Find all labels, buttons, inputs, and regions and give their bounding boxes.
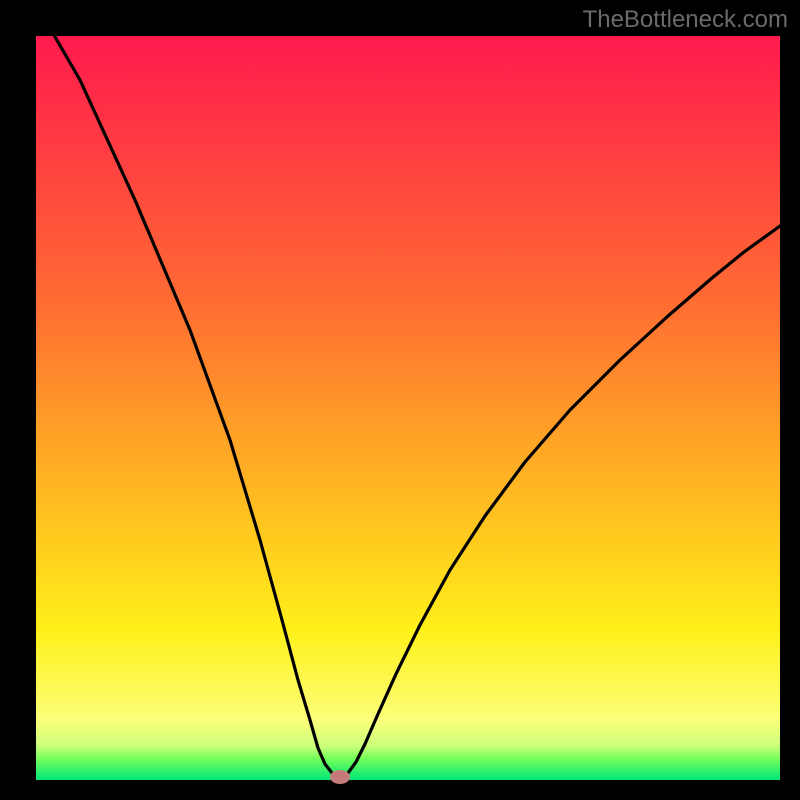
curve-polyline xyxy=(36,4,780,777)
optimum-marker xyxy=(330,770,350,784)
bottleneck-curve xyxy=(0,0,800,800)
